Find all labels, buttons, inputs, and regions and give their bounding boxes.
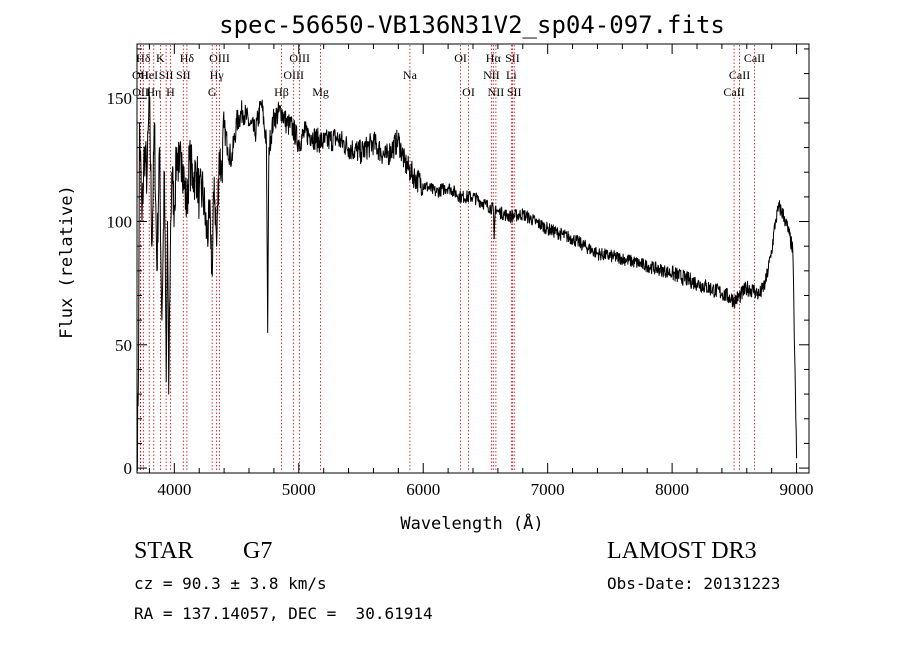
axis-ticks: 4000 5000 6000 7000 8000 9000 0 50 100 150 <box>107 44 814 499</box>
observation-date: Obs-Date: 20131223 <box>607 574 781 593</box>
spectral-line-label-26: CaII <box>744 51 765 65</box>
spectral-line-label-0: Hδ <box>136 51 151 65</box>
sky-coordinates: RA = 137.14057, DEC = 30.61914 <box>134 604 433 623</box>
redshift-velocity: cz = 90.3 ± 3.8 km/s <box>134 574 327 593</box>
spectral-line-label-21: NII <box>483 68 500 82</box>
x-tick-label-5: 9000 <box>780 480 814 499</box>
spectral-line-label-14: OIII <box>289 51 310 65</box>
x-tick-label-1: 5000 <box>282 480 316 499</box>
flux-series-line <box>136 86 798 471</box>
object-class: STAR <box>134 538 194 564</box>
spectral-line-label-22: NII <box>488 85 505 99</box>
spectral-line-label-4: Hη <box>146 85 161 99</box>
spectral-line-label-7: H <box>166 85 175 99</box>
x-tick-label-2: 6000 <box>406 480 440 499</box>
plot-frame <box>136 43 810 474</box>
survey-name: LAMOST DR3 <box>607 538 757 564</box>
spectral-line-label-11: Hγ <box>210 68 225 82</box>
x-tick-label-3: 7000 <box>531 480 565 499</box>
spectral-line-label-28: CaII <box>723 85 744 99</box>
y-tick-label-2: 100 <box>107 213 133 232</box>
object-subclass: G7 <box>243 538 273 564</box>
spectral-line-label-27: CaII <box>729 68 750 82</box>
y-tick-label-3: 150 <box>107 89 133 108</box>
spectral-line-label-8: Hδ <box>180 51 195 65</box>
spectral-line-label-25: SII <box>507 85 522 99</box>
spectral-line-label-23: SII <box>505 51 520 65</box>
spectrum-series <box>136 86 798 471</box>
y-tick-label-0: 0 <box>124 459 133 478</box>
y-tick-label-1: 50 <box>115 336 132 355</box>
chart-title: spec-56650-VB136N31V2_sp04-097.fits <box>219 11 725 39</box>
spectral-line-label-13: Hβ <box>274 85 289 99</box>
spectral-line-label-16: Mg <box>312 85 329 99</box>
x-tick-label-4: 8000 <box>655 480 689 499</box>
spectral-line-label-1: OII <box>132 68 149 82</box>
x-axis-label: Wavelength (Å) <box>400 512 543 534</box>
spectral-line-label-10: OIII <box>209 51 230 65</box>
spectral-line-label-6: SII <box>159 68 174 82</box>
spectral-line-label-24: Li <box>506 68 517 82</box>
spectral-line-label-2: OII <box>132 85 149 99</box>
x-tick-label-0: 4000 <box>157 480 191 499</box>
spectral-line-label-17: Na <box>403 68 418 82</box>
spectral-line-label-3: HeI <box>140 68 158 82</box>
spectral-line-label-9: SII <box>176 68 191 82</box>
spectral-line-label-19: OI <box>462 85 475 99</box>
spectral-line-label-20: Hα <box>486 51 502 65</box>
spectral-line-label-12: G <box>208 85 217 99</box>
y-axis-label: Flux (relative) <box>57 185 77 339</box>
spectral-line-label-5: K <box>156 51 165 65</box>
spectral-line-label-18: OI <box>454 51 467 65</box>
spectral-line-label-15: OIII <box>283 68 304 82</box>
